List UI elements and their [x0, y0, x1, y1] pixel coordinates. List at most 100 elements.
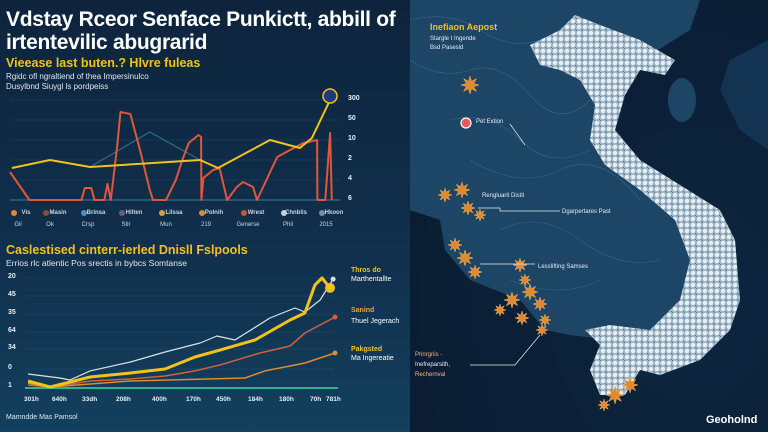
y-tick-label: 2	[348, 155, 352, 162]
series-line-red	[9, 111, 333, 201]
top-line-chart	[9, 88, 340, 216]
series-label-text-2: Thuel Jegerach	[351, 318, 400, 325]
borders	[410, 16, 661, 291]
x-category-sublabel: Ok	[46, 222, 54, 228]
x-category-sublabel: 219	[200, 222, 211, 228]
hotspot-star-icon[interactable]	[532, 296, 548, 312]
x-category-label: Wrest	[247, 210, 265, 216]
hotspot-star-icon[interactable]	[493, 303, 507, 317]
hotspot-star-icon[interactable]	[460, 75, 480, 95]
series-line-2	[28, 316, 336, 388]
callout-distil: Rengluarit Distil	[482, 193, 525, 199]
y-tick-label: 300	[348, 95, 360, 102]
hotspot-star-icon[interactable]	[503, 291, 521, 309]
x-category-label: Polnih	[204, 210, 224, 216]
callout-line-3: Rechernval	[415, 372, 446, 378]
hotspot-star-icon[interactable]	[447, 237, 463, 253]
y-tick-label: 45	[8, 291, 16, 298]
series-line-3	[27, 352, 336, 388]
x-tick-label: 180h	[279, 396, 294, 403]
land-region-east	[720, 40, 768, 150]
y-tick-label: 1	[8, 382, 12, 389]
vietnam-map	[410, 0, 768, 432]
y-tick-label: 35	[8, 309, 16, 316]
bottom-line-chart	[25, 276, 338, 389]
x-category-label: Hilten	[125, 210, 143, 216]
series-label-title-3: Pakgsted	[351, 346, 383, 353]
y-tick-label: 50	[348, 115, 356, 122]
x-tick-label: 400h	[152, 396, 167, 403]
peak-marker[interactable]	[322, 88, 338, 104]
x-tick-label: 70h	[310, 396, 322, 403]
top-chart-heading: Vieease last buten.? Hlvre fuleas	[6, 56, 201, 70]
map-sub2: Bsd Pasesld	[430, 45, 464, 51]
y-tick-label: 6	[348, 195, 352, 202]
series-label-title-1: Thros do	[351, 267, 381, 274]
series-label-text-3: Ma Ingereatie	[351, 355, 394, 362]
map-heading: Inefiaon Aepost	[430, 22, 498, 32]
x-tick-label: 170h	[186, 396, 201, 403]
x-category-sublabel: Generse	[236, 222, 260, 228]
hotspot-star-icon[interactable]	[621, 376, 639, 394]
x-category-label: Lilssa	[165, 210, 183, 216]
x-tick-label: 640h	[52, 396, 67, 403]
series-line-0	[28, 278, 334, 381]
hotspot-star-icon[interactable]	[473, 208, 487, 222]
bottom-chart-footer: Mamndde Mas Pamsol	[6, 414, 78, 421]
series-label-title-2: Sanind	[351, 307, 375, 314]
hotspot-star-icon[interactable]	[512, 257, 528, 273]
callout-samses: Lesslifting Samses	[538, 264, 589, 270]
category-icon	[11, 210, 17, 216]
series-end-marker[interactable]	[332, 314, 338, 320]
x-tick-label: 301h	[24, 396, 39, 403]
x-category-sublabel: Mun	[160, 222, 172, 228]
category-icon	[281, 210, 287, 216]
hotspot-star-icon[interactable]	[538, 313, 552, 327]
hotspot-star-icon[interactable]	[456, 249, 474, 267]
series-line-1	[27, 276, 332, 389]
hotspot-star-icon[interactable]	[460, 200, 476, 216]
category-icon	[119, 210, 125, 216]
hotspot-star-icon[interactable]	[467, 264, 483, 280]
hotspot-star-icon[interactable]	[437, 187, 453, 203]
y-tick-label: 34	[8, 344, 16, 351]
callout-past: Dgarpertares Past	[562, 209, 611, 215]
bottom-chart-heading: Caslestised cinterr-ierled Dnisll Fslpoo…	[6, 243, 248, 257]
charts-panel: Vdstay Rceor Senface Punkictt, abbill of…	[0, 0, 410, 432]
island	[668, 78, 696, 122]
hotspot-star-icon[interactable]	[514, 310, 530, 326]
series-end-marker[interactable]	[332, 350, 338, 356]
series-line-teal	[89, 131, 201, 168]
x-category-label: Masin	[49, 210, 67, 216]
y-tick-label: 0	[8, 364, 12, 371]
x-tick-label: 450h	[216, 396, 231, 403]
hotspot-star-icon[interactable]	[453, 181, 471, 199]
callout-line-1: Prinrgriis -	[415, 352, 443, 358]
y-tick-label: 10	[348, 135, 356, 142]
category-icon	[159, 210, 165, 216]
x-category-label: Hkoon	[324, 210, 344, 216]
hotspot-star-icon[interactable]	[535, 323, 549, 337]
hotspot-star-icon[interactable]	[605, 385, 625, 405]
x-category-label: Chnblis	[285, 210, 307, 216]
series-end-marker[interactable]	[325, 282, 336, 293]
hotspot-star-icon[interactable]	[521, 283, 539, 301]
category-icon	[199, 210, 205, 216]
category-icon	[81, 210, 87, 216]
category-icon	[319, 210, 325, 216]
x-category-sublabel: Phil	[282, 222, 293, 228]
x-category-label: Brinsa	[86, 210, 106, 216]
vietnam-region	[530, 15, 740, 395]
top-chart-sub1: Rgidc ofl ngraltiend of thea Impersinulc…	[6, 72, 149, 81]
land-region	[410, 0, 705, 340]
hotspot-star-icon[interactable]	[518, 273, 532, 287]
y-tick-label: 64	[8, 327, 16, 334]
x-tick-label: 208h	[116, 396, 131, 403]
hotspot-star-icon[interactable]	[597, 398, 611, 412]
location-marker[interactable]	[460, 117, 472, 129]
x-category-sublabel: 2015	[319, 222, 333, 228]
x-category-label: Vis	[21, 210, 31, 216]
series-end-marker[interactable]	[330, 276, 336, 282]
top-chart-sub2: Dusylbnd Siuygl ls pordpeiss	[6, 82, 109, 91]
category-icon	[241, 210, 247, 216]
